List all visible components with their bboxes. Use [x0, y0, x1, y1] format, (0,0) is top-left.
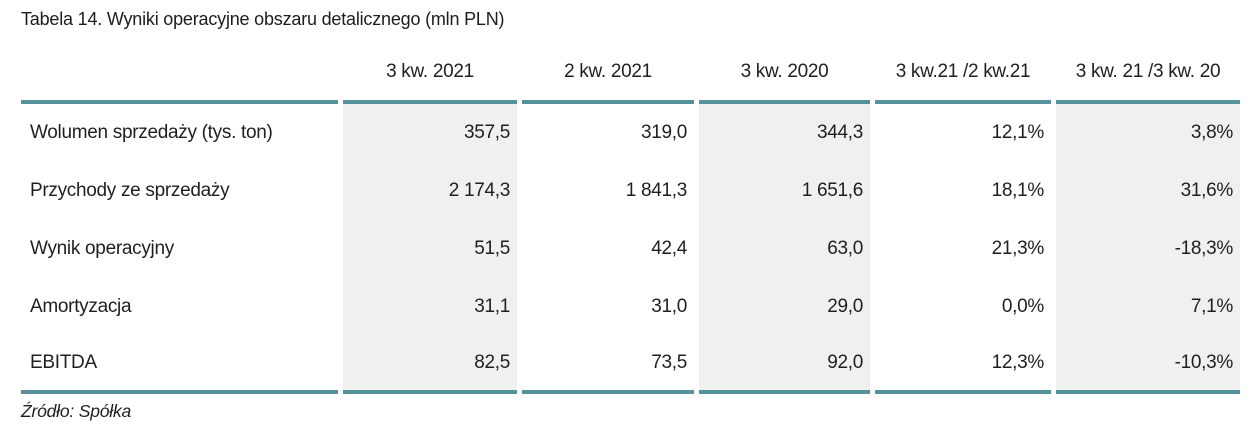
table-cell: 1 841,3	[625, 180, 688, 201]
corner-cell	[21, 44, 338, 104]
row-label: EBITDA	[21, 336, 338, 394]
table-cell: 357,5	[343, 104, 517, 162]
column-header-3kw2021: 3 kw. 2021	[343, 44, 517, 104]
table-title: Tabela 14. Wyniki operacyjne obszaru det…	[21, 9, 505, 29]
table-cell: 21,3%	[991, 238, 1045, 259]
table-cell: -18,3%	[1056, 220, 1240, 278]
row-label: Przychody ze sprzedaży	[30, 180, 230, 201]
operating-results-table: 3 kw. 2021 2 kw. 2021 3 kw. 2020 3 kw.21…	[21, 44, 1240, 394]
table-cell: 73,5	[522, 336, 694, 394]
table-cell: 18,1%	[991, 180, 1045, 201]
table-cell: 31,0	[651, 296, 687, 317]
column-header-qoq: 3 kw.21 /2 kw.21	[875, 44, 1051, 104]
table-cell: -10,3%	[1056, 336, 1240, 394]
table-cell: 29,0	[699, 278, 870, 336]
table-cell: 63,0	[699, 220, 870, 278]
table-cell: 42,4	[651, 238, 687, 259]
table-cell: 51,5	[343, 220, 517, 278]
table-cell: 92,0	[699, 336, 870, 394]
table-cell: 7,1%	[1056, 278, 1240, 336]
column-header-yoy: 3 kw. 21 /3 kw. 20	[1056, 44, 1240, 104]
source-note: Źródło: Spółka	[21, 401, 132, 421]
row-label: Wolumen sprzedaży (tys. ton)	[30, 122, 273, 143]
column-header-2kw2021: 2 kw. 2021	[522, 44, 694, 104]
table-cell: 1 651,6	[699, 162, 870, 220]
table-cell: 319,0	[640, 122, 687, 143]
table-cell: 0,0%	[1001, 296, 1044, 317]
row-label: Wynik operacyjny	[30, 238, 174, 259]
table-cell: 31,1	[343, 278, 517, 336]
column-header-3kw2020: 3 kw. 2020	[699, 44, 870, 104]
table-cell: 82,5	[343, 336, 517, 394]
table-cell: 2 174,3	[343, 162, 517, 220]
table-cell: 12,3%	[875, 336, 1051, 394]
table-cell: 31,6%	[1056, 162, 1240, 220]
table-cell: 12,1%	[991, 122, 1045, 143]
table-cell: 344,3	[699, 104, 870, 162]
row-label: Amortyzacja	[30, 296, 132, 317]
table-cell: 3,8%	[1056, 104, 1240, 162]
